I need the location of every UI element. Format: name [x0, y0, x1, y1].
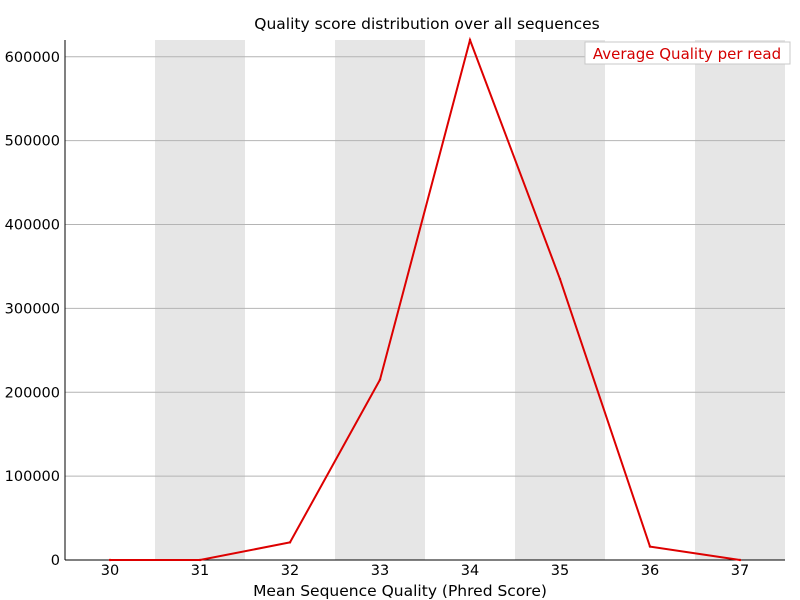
y-tick-400000: 400000 [5, 218, 60, 234]
x-tick-32: 32 [281, 563, 299, 579]
legend-label: Average Quality per read [593, 45, 781, 63]
y-tick-600000: 600000 [5, 50, 60, 66]
x-tick-35: 35 [551, 563, 569, 579]
point-32 [288, 541, 292, 544]
y-tick-500000: 500000 [5, 134, 60, 150]
band-31 [155, 40, 245, 560]
x-tick-labels: 30 31 32 33 34 35 36 37 [101, 563, 749, 579]
y-tick-0: 0 [51, 553, 60, 569]
y-tick-100000: 100000 [5, 469, 60, 485]
legend: Average Quality per read [584, 41, 791, 65]
x-tick-31: 31 [191, 563, 209, 579]
series-layer [108, 36, 742, 562]
x-tick-36: 36 [641, 563, 659, 579]
x-tick-33: 33 [371, 563, 389, 579]
point-37 [738, 558, 742, 562]
y-tick-labels: 0 100000 200000 300000 400000 500000 600000 [5, 50, 60, 569]
alternating-bands [155, 40, 785, 560]
chart-title: Quality score distribution over all sequ… [254, 15, 599, 33]
x-tick-37: 37 [731, 563, 749, 579]
legend-box [584, 41, 791, 65]
band-37 [695, 40, 785, 560]
point-34 [468, 38, 472, 42]
y-tick-200000: 200000 [5, 385, 60, 401]
x-tick-30: 30 [101, 563, 119, 579]
point-31 [198, 558, 202, 562]
point-35 [558, 277, 562, 281]
x-tick-34: 34 [461, 563, 479, 579]
point-33 [378, 378, 382, 381]
point-30 [108, 558, 112, 562]
x-axis-label: Mean Sequence Quality (Phred Score) [253, 582, 547, 600]
point-36 [648, 545, 652, 548]
series-line-0 [110, 36, 741, 561]
y-tick-300000: 300000 [5, 301, 60, 317]
band-33 [335, 40, 425, 560]
grid-lines [65, 56, 785, 477]
band-35 [515, 40, 605, 560]
